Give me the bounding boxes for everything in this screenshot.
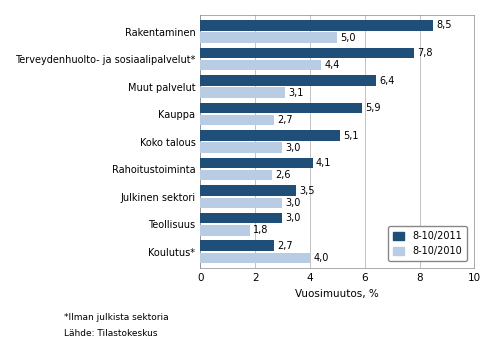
Bar	[200, 240, 274, 251]
Text: 5,9: 5,9	[366, 103, 381, 113]
Bar	[200, 103, 362, 113]
Text: 4,4: 4,4	[324, 60, 340, 70]
Text: *Ilman julkista sektoria: *Ilman julkista sektoria	[64, 313, 169, 322]
Text: 4,0: 4,0	[313, 253, 328, 263]
Text: 8,5: 8,5	[436, 20, 452, 30]
X-axis label: Vuosimuutos, %: Vuosimuutos, %	[296, 289, 379, 299]
Text: 4,1: 4,1	[316, 158, 331, 168]
Text: 3,5: 3,5	[300, 186, 315, 196]
Bar	[200, 197, 283, 208]
Text: 1,8: 1,8	[253, 225, 268, 235]
Bar	[200, 130, 340, 141]
Text: 3,0: 3,0	[286, 213, 301, 223]
Text: 2,7: 2,7	[278, 115, 293, 125]
Bar	[200, 115, 274, 125]
Bar	[200, 158, 312, 168]
Text: 2,7: 2,7	[278, 241, 293, 251]
Bar	[200, 48, 414, 58]
Bar	[200, 75, 376, 86]
Bar	[200, 213, 283, 223]
Bar	[200, 32, 337, 43]
Bar	[200, 60, 321, 70]
Text: 7,8: 7,8	[418, 48, 433, 58]
Bar	[200, 186, 296, 196]
Legend: 8-10/2011, 8-10/2010: 8-10/2011, 8-10/2010	[388, 226, 467, 261]
Text: 2,6: 2,6	[275, 170, 290, 180]
Text: 6,4: 6,4	[379, 75, 394, 86]
Bar	[200, 225, 249, 236]
Bar	[200, 170, 271, 180]
Bar	[200, 253, 310, 263]
Text: 3,1: 3,1	[289, 88, 304, 98]
Bar	[200, 87, 285, 98]
Bar	[200, 143, 283, 153]
Text: 5,1: 5,1	[343, 131, 359, 140]
Text: 3,0: 3,0	[286, 198, 301, 208]
Bar	[200, 20, 434, 31]
Text: Lähde: Tilastokeskus: Lähde: Tilastokeskus	[64, 329, 158, 338]
Text: 3,0: 3,0	[286, 143, 301, 153]
Text: 5,0: 5,0	[341, 33, 356, 43]
